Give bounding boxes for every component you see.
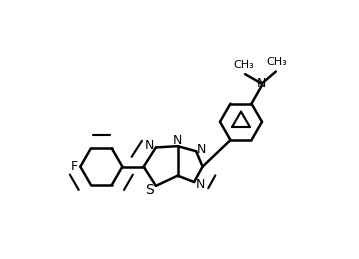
Text: N: N [197, 143, 206, 156]
Text: N: N [196, 178, 205, 191]
Text: N: N [173, 134, 182, 147]
Text: S: S [145, 183, 154, 197]
Text: N: N [145, 139, 154, 152]
Text: CH₃: CH₃ [233, 60, 254, 69]
Text: N: N [257, 77, 266, 90]
Text: CH₃: CH₃ [267, 57, 288, 67]
Text: F: F [70, 160, 78, 173]
